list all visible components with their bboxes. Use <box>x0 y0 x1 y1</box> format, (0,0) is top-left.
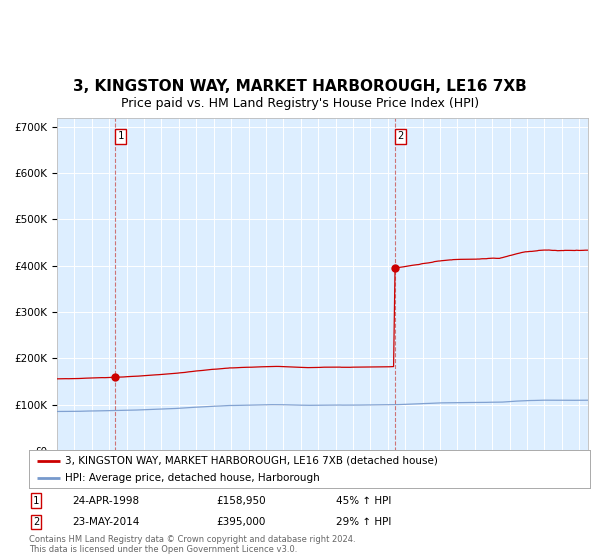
Text: £395,000: £395,000 <box>216 517 265 527</box>
Text: 2: 2 <box>397 131 403 141</box>
Text: This data is licensed under the Open Government Licence v3.0.: This data is licensed under the Open Gov… <box>29 545 297 554</box>
Text: 2: 2 <box>33 517 39 527</box>
Text: 45% ↑ HPI: 45% ↑ HPI <box>336 496 391 506</box>
Text: £158,950: £158,950 <box>216 496 266 506</box>
Text: 1: 1 <box>33 496 39 506</box>
Text: 23-MAY-2014: 23-MAY-2014 <box>72 517 139 527</box>
Text: 29% ↑ HPI: 29% ↑ HPI <box>336 517 391 527</box>
Text: Price paid vs. HM Land Registry's House Price Index (HPI): Price paid vs. HM Land Registry's House … <box>121 97 479 110</box>
Text: 3, KINGSTON WAY, MARKET HARBOROUGH, LE16 7XB: 3, KINGSTON WAY, MARKET HARBOROUGH, LE16… <box>73 79 527 94</box>
Text: 24-APR-1998: 24-APR-1998 <box>72 496 139 506</box>
Text: 3, KINGSTON WAY, MARKET HARBOROUGH, LE16 7XB (detached house): 3, KINGSTON WAY, MARKET HARBOROUGH, LE16… <box>65 455 438 465</box>
Text: HPI: Average price, detached house, Harborough: HPI: Average price, detached house, Harb… <box>65 473 320 483</box>
Text: Contains HM Land Registry data © Crown copyright and database right 2024.: Contains HM Land Registry data © Crown c… <box>29 535 355 544</box>
Text: 1: 1 <box>117 131 124 141</box>
